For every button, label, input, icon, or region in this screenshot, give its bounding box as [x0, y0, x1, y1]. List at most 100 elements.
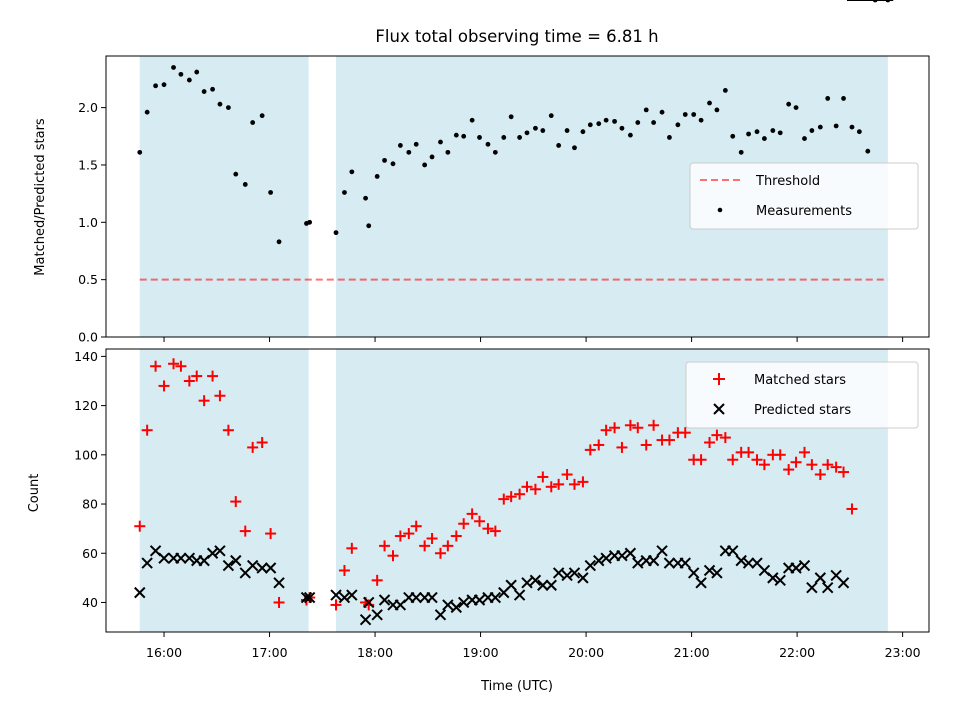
matched-star-point: [256, 437, 268, 449]
matched-star-point: [577, 476, 589, 488]
measurement-point: [754, 129, 760, 135]
measurement-point: [572, 145, 577, 151]
matched-star-point: [609, 422, 621, 434]
measurement-point: [619, 125, 625, 131]
matched-star-point: [648, 419, 660, 431]
matched-star-point: [134, 520, 146, 532]
predicted-star-point: [545, 579, 557, 591]
predicted-star-point: [814, 572, 827, 584]
matched-star-point: [600, 424, 612, 436]
ratio-axes-frame: [105, 55, 930, 338]
measurement-point: [366, 223, 372, 229]
predicted-star-point: [742, 557, 755, 569]
y-tick-label: 0.5: [78, 272, 98, 287]
measurement-point: [144, 109, 150, 115]
matched-star-point: [387, 550, 399, 562]
matched-star-point: [346, 542, 358, 554]
measurement-point: [707, 100, 712, 106]
y-tick-label: 1.5: [78, 157, 98, 172]
matched-star-point: [273, 596, 285, 608]
matched-star-point: [790, 456, 802, 468]
matched-star-point: [624, 419, 636, 431]
measurement-point: [186, 77, 192, 83]
measurement-point: [382, 157, 387, 163]
measurement-point: [722, 88, 728, 93]
measurement-point: [406, 149, 412, 155]
predicted-star-point: [727, 545, 739, 557]
predicted-star-point: [632, 557, 644, 569]
matched-star-point: [695, 454, 707, 466]
matched-star-point: [545, 481, 557, 493]
measurement-point: [438, 139, 443, 145]
matched-star-point: [265, 528, 277, 540]
predicted-star-point: [767, 572, 779, 584]
measurement-point: [501, 135, 507, 140]
predicted-star-point: [346, 589, 358, 601]
predicted-star-point: [426, 591, 438, 604]
measurement-point: [564, 128, 570, 133]
matched-star-point: [719, 432, 731, 444]
matched-star-point: [505, 491, 517, 503]
predicted-star-point: [537, 579, 549, 591]
predicted-star-point: [230, 554, 242, 567]
measurement-point: [730, 133, 736, 139]
measurement-point: [259, 113, 265, 119]
measurement-point: [596, 121, 602, 127]
matched-star-point: [379, 540, 391, 552]
measurement-point: [210, 86, 215, 92]
measurement-point: [445, 149, 451, 155]
predicted-star-point: [300, 591, 313, 604]
predicted-star-point: [338, 591, 351, 604]
predicted-star-point: [303, 591, 316, 604]
predicted-star-point: [256, 562, 268, 574]
measurement-point: [809, 128, 815, 133]
matched-star-point: [774, 449, 786, 461]
measurement-point: [217, 101, 223, 107]
predicted-star-point: [371, 609, 383, 621]
predicted-star-point: [505, 579, 517, 591]
matched-star-point: [751, 454, 763, 466]
matched-star-point: [222, 424, 234, 436]
predicted-star-point: [489, 591, 502, 604]
matched-star-point: [141, 424, 153, 436]
count-y-axis-label: Count: [27, 474, 42, 513]
y-tick-label: 2.0: [78, 100, 98, 115]
measurement-point: [469, 117, 475, 123]
observing-window-1: [139, 56, 309, 337]
predicted-legend-label: Predicted stars: [754, 403, 851, 418]
y-tick-label: 140: [74, 349, 98, 364]
predicted-star-point: [521, 577, 533, 589]
matched-star-point: [632, 422, 644, 434]
matched-star-point: [838, 466, 850, 478]
matched-star-point: [207, 370, 219, 382]
measurement-point: [225, 105, 231, 111]
measurement-point: [461, 133, 467, 139]
matched-star-point: [822, 459, 834, 471]
predicted-star-point: [134, 586, 146, 599]
x-axis-label: Time (UTC): [480, 679, 553, 694]
matched-star-point: [743, 446, 755, 458]
measurement-point: [429, 154, 435, 160]
measurement-point: [276, 239, 282, 245]
predicted-star-point: [434, 609, 447, 621]
matched-star-point: [561, 469, 573, 481]
predicted-star-point: [359, 613, 372, 626]
predicted-star-point: [183, 552, 196, 564]
measurement-point: [201, 89, 207, 94]
measurement-point: [178, 71, 184, 77]
predicted-star-point: [410, 591, 422, 604]
count-legend-box: [685, 361, 919, 429]
measurement-point: [762, 136, 767, 141]
measurement-point: [413, 141, 419, 147]
predicted-star-point: [222, 559, 235, 572]
x-tick-label: 18:00: [357, 645, 393, 660]
measurement-point: [533, 125, 538, 131]
predicted-star-point: [703, 564, 716, 577]
matched-star-point: [584, 444, 596, 456]
ratio-legend: Threshold Measurements: [689, 162, 919, 230]
matched-star-point: [466, 508, 478, 520]
matched-star-point: [514, 488, 526, 500]
predicted-star-point: [798, 559, 811, 572]
matched-star-point: [183, 375, 195, 387]
